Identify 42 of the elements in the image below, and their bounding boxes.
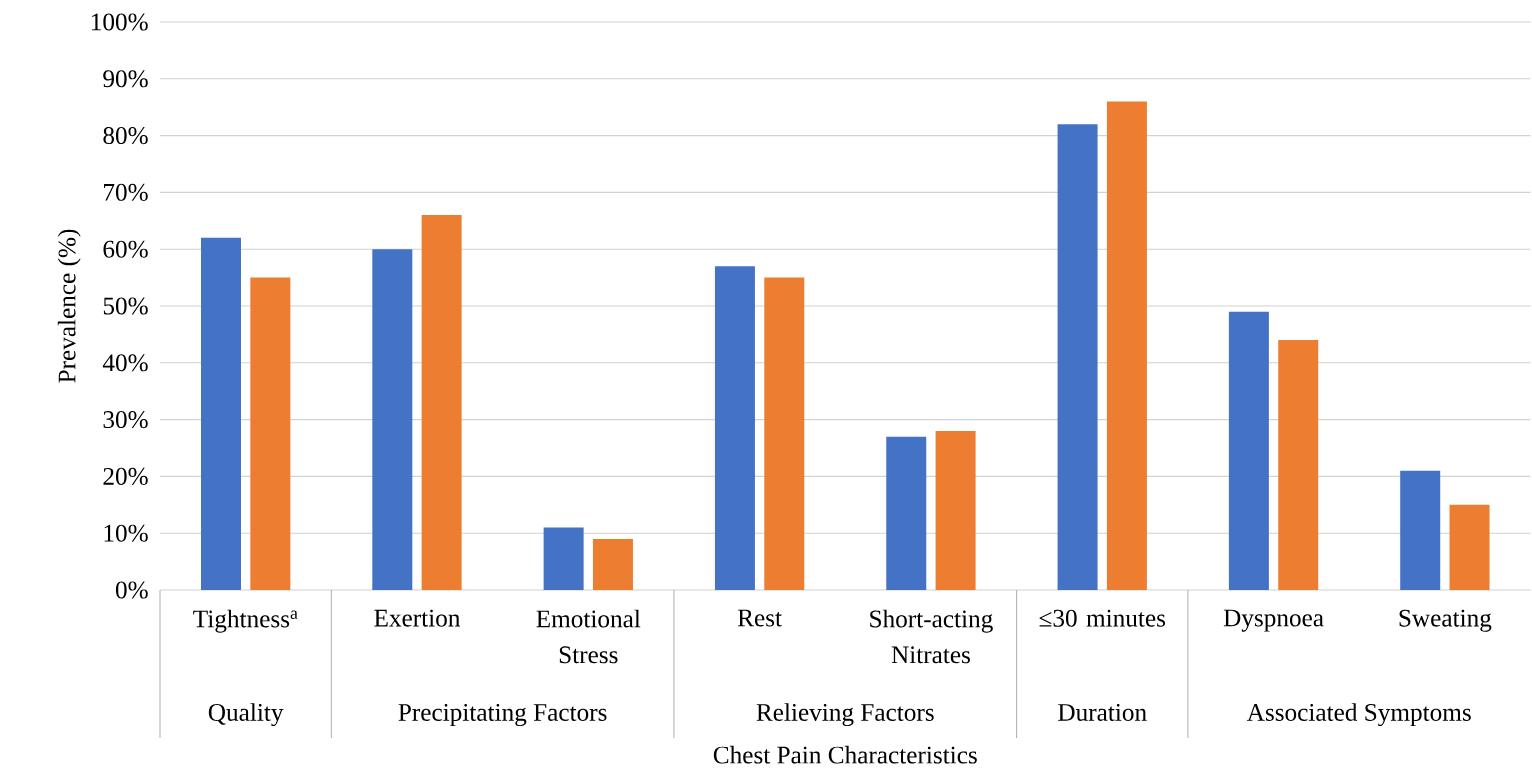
bar — [714, 266, 755, 590]
y-tick-label: 100% — [91, 13, 148, 31]
text: Precipitating Factors — [398, 703, 607, 727]
text: Quality — [208, 703, 284, 727]
y-tick-label: 0% — [115, 581, 148, 599]
x-tick-label: Sweating — [1399, 609, 1492, 632]
text: Associated Symptoms — [1246, 703, 1471, 727]
text: Relieving Factors — [756, 703, 934, 727]
y-tick-label: 10% — [104, 524, 148, 542]
y-tick-label: 70% — [104, 183, 148, 201]
bar — [1449, 504, 1490, 590]
y-tick-label: 40% — [102, 354, 148, 372]
x-tick-label: Short-acting Nitrates — [870, 609, 993, 664]
y-tick-label: 50% — [103, 297, 148, 315]
x-tick-label: ≤30 minutes — [1039, 609, 1166, 627]
y-tick-label: 80% — [103, 127, 148, 145]
bar — [935, 430, 976, 590]
y-tick-label: 90% — [103, 70, 148, 88]
bar — [1400, 470, 1441, 590]
bar — [1106, 101, 1147, 590]
bar — [764, 277, 805, 590]
bar — [592, 538, 633, 590]
text: Duration — [1058, 703, 1147, 721]
bar — [250, 277, 291, 590]
bar — [1278, 340, 1319, 590]
x-axis-title: Chest Pain Characteristics — [713, 745, 977, 764]
x-tick-label: Tightness$^{a}$ — [193, 609, 298, 633]
y-axis-title: Prevalence (%) — [57, 229, 81, 383]
y-tick-label: 20% — [103, 467, 148, 485]
x-tick-label: Exertion — [374, 609, 461, 627]
bar — [421, 215, 462, 590]
x-tick-label: Rest — [737, 609, 782, 627]
bar — [1057, 124, 1098, 590]
bar — [200, 237, 241, 590]
bar — [886, 436, 927, 590]
y-tick-label: 30% — [103, 411, 148, 429]
bar — [1228, 311, 1269, 590]
x-tick-label: Emotional Stress — [536, 609, 641, 664]
x-tick-label: Dyspnoea — [1223, 609, 1324, 632]
bar — [543, 527, 584, 590]
bar — [372, 249, 413, 590]
y-tick-label: 60% — [103, 240, 148, 258]
